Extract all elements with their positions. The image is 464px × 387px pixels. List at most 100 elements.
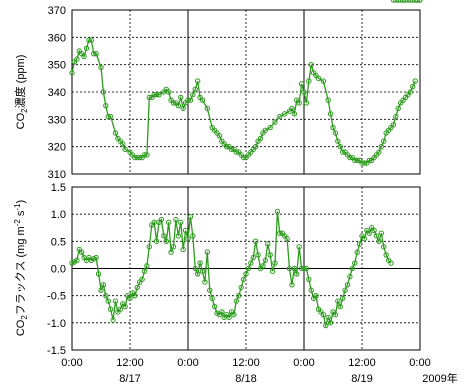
x-tick-label: 0:00	[177, 357, 198, 369]
time-axis: 0:00 12:00 0:00 12:00 0:00 12:00 0:00 8/17 8/18 8…	[61, 357, 457, 385]
data-point	[342, 287, 348, 293]
series-line	[71, 211, 392, 329]
data-point	[136, 154, 143, 161]
data-point	[233, 149, 240, 155]
data-point	[260, 263, 266, 269]
data-point	[248, 260, 254, 266]
data-point	[112, 298, 119, 304]
data-point	[199, 97, 206, 103]
data-point	[88, 37, 95, 43]
data-point	[134, 284, 140, 291]
data-point	[146, 94, 153, 101]
data-point	[180, 105, 186, 112]
data-point	[303, 100, 310, 106]
data-point	[74, 257, 80, 264]
y-tick-label: 1.5	[51, 182, 66, 194]
data-point	[332, 311, 339, 318]
x-tick-label: 0:00	[409, 357, 430, 369]
data-point	[308, 61, 314, 68]
data-point	[170, 100, 177, 106]
data-point	[98, 64, 104, 71]
data-point	[197, 260, 203, 266]
data-point	[250, 254, 256, 261]
data-point	[325, 314, 331, 321]
data-point	[349, 265, 356, 272]
data-point	[144, 263, 150, 269]
data-point	[199, 268, 206, 274]
data-point	[306, 78, 312, 84]
data-point	[81, 53, 87, 60]
data-point	[281, 111, 288, 117]
y-tick-label: 360	[48, 32, 66, 44]
data-point	[240, 276, 247, 283]
data-point	[83, 45, 90, 51]
data-point	[105, 113, 111, 120]
data-point	[192, 86, 198, 92]
data-point	[165, 89, 172, 95]
data-point	[315, 75, 322, 82]
data-point	[383, 252, 389, 258]
data-point	[146, 244, 153, 250]
data-point	[204, 105, 211, 112]
data-point	[219, 309, 225, 315]
data-point	[417, 0, 423, 3]
data-point	[153, 92, 160, 98]
y-tick-label: 0.0	[51, 264, 66, 276]
data-point	[265, 241, 271, 247]
data-point	[194, 271, 201, 277]
co2-flux-panel: -1.5 -1.0 -0.5 0.0 0.5 1.0 1.5 CO2フラックス (mg m-2…	[13, 0, 423, 357]
data-point	[194, 78, 201, 84]
data-point	[255, 252, 261, 258]
data-point	[267, 124, 273, 131]
data-point	[277, 113, 283, 120]
data-point	[294, 271, 300, 277]
date-label: 8/17	[119, 373, 140, 385]
data-point	[233, 298, 240, 304]
data-point	[110, 317, 116, 323]
data-point	[236, 292, 242, 299]
data-point	[381, 244, 387, 250]
data-point	[168, 249, 174, 255]
data-point	[262, 257, 269, 264]
data-point	[376, 238, 382, 245]
data-point	[361, 160, 368, 166]
data-point	[376, 149, 382, 155]
data-point	[395, 0, 401, 3]
data-point	[269, 268, 276, 274]
data-point	[175, 102, 182, 109]
data-point	[361, 235, 368, 242]
data-point	[400, 0, 406, 3]
data-point	[327, 111, 334, 117]
data-point	[156, 92, 162, 98]
data-point	[301, 89, 307, 95]
plot-frame	[71, 186, 421, 351]
data-point	[339, 295, 346, 302]
data-point	[132, 292, 138, 299]
data-point	[100, 89, 107, 95]
data-point	[238, 284, 244, 291]
data-point	[366, 230, 372, 236]
data-point	[320, 311, 327, 318]
data-point	[335, 298, 341, 304]
data-point	[335, 138, 341, 144]
data-point	[289, 282, 295, 288]
plot-frame	[71, 9, 421, 175]
data-point	[381, 138, 387, 144]
data-point	[190, 233, 196, 239]
data-point	[161, 233, 167, 239]
data-point	[226, 314, 232, 321]
y-tick-label: -1.0	[47, 318, 66, 330]
data-point	[289, 105, 295, 112]
data-point	[93, 51, 99, 57]
data-point	[262, 127, 269, 133]
data-point	[397, 0, 404, 3]
y-tick-label: 350	[48, 60, 66, 72]
data-point	[337, 303, 343, 310]
data-point	[105, 298, 111, 304]
data-point	[352, 260, 358, 266]
data-point	[347, 273, 353, 280]
data-point	[91, 51, 97, 57]
data-point	[390, 122, 397, 128]
date-label: 8/18	[235, 373, 256, 385]
data-point	[325, 97, 331, 103]
